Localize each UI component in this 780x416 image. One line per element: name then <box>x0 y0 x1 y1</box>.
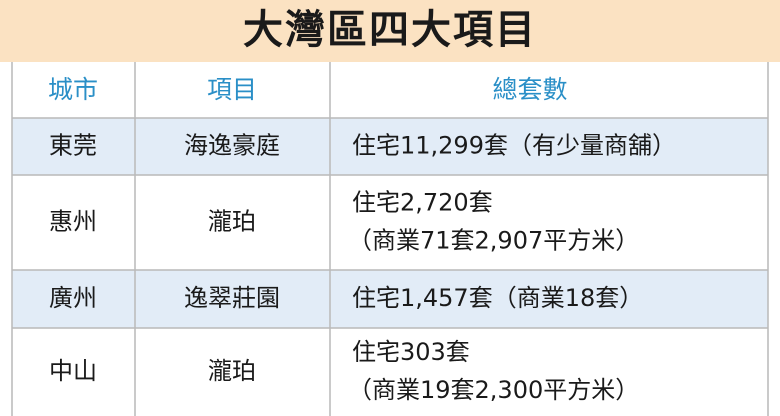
header-cell: 項目 <box>207 75 257 104</box>
title-band <box>0 0 780 62</box>
city-cell: 廣州 <box>49 284 97 312</box>
total-cell-line: 住宅2,720套 <box>352 189 493 217</box>
row-band <box>12 270 768 328</box>
total-cell-line: 住宅303套 <box>352 338 470 366</box>
total-cell-line: （商業19套2,300平方米） <box>348 376 639 404</box>
total-cell-line: 住宅11,299套（有少量商舖） <box>352 132 676 160</box>
title: 大灣區四大項目 <box>243 6 537 53</box>
project-cell: 瀧珀 <box>208 357 256 385</box>
row-band <box>12 118 768 175</box>
project-cell: 逸翠莊園 <box>184 284 280 312</box>
header-cell: 城市 <box>48 75 98 104</box>
header-cell: 總套數 <box>492 75 567 104</box>
city-cell: 惠州 <box>49 208 97 236</box>
city-cell: 中山 <box>49 357 97 385</box>
city-cell: 東莞 <box>49 132 97 160</box>
total-cell-line: （商業71套2,907平方米） <box>348 227 639 255</box>
project-cell: 海逸豪庭 <box>184 132 280 160</box>
total-cell-line: 住宅1,457套（商業18套） <box>352 284 643 312</box>
project-cell: 瀧珀 <box>208 208 256 236</box>
